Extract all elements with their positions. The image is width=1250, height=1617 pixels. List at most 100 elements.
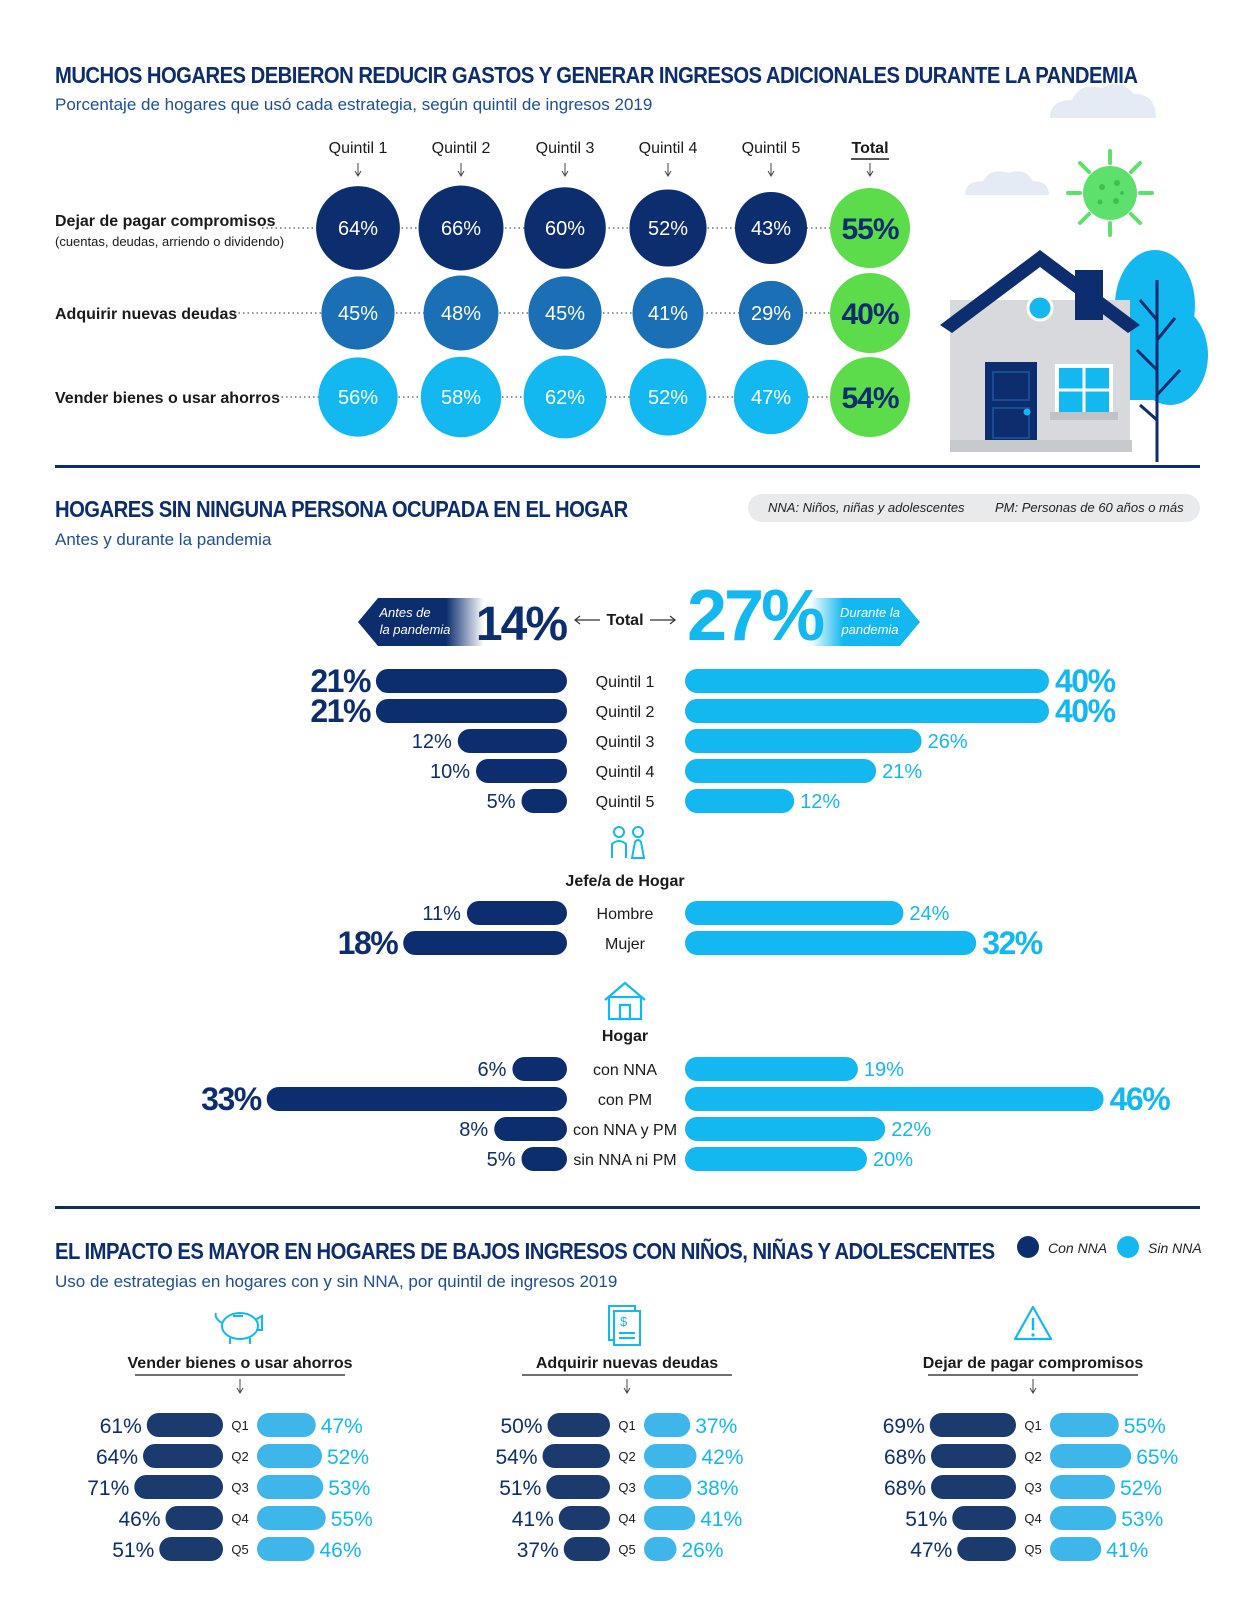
arrow-during-shape (810, 598, 920, 646)
value-sin-label: 26% (682, 1539, 724, 1562)
bar-con-nna (134, 1475, 223, 1499)
bar-sin-nna (1050, 1413, 1119, 1437)
value-sin-label: 55% (331, 1508, 373, 1531)
virus-icon (1066, 149, 1154, 237)
quintile-label: Q5 (618, 1542, 635, 1557)
bubble-value-label: 43% (751, 218, 791, 240)
bar-before (512, 1057, 567, 1081)
total-value-label: 54% (841, 382, 898, 415)
bar-before (521, 1147, 567, 1171)
bar-during (685, 1087, 1104, 1111)
section1-subtitle: Porcentaje de hogares que usó cada estra… (55, 95, 653, 114)
column-arrowhead (866, 170, 874, 177)
row-label: Adquirir nuevas deudas (55, 306, 237, 323)
bar-sin-nna (644, 1537, 677, 1561)
value-con-label: 50% (500, 1415, 542, 1438)
bubble-value-label: 66% (441, 218, 481, 240)
bar-during (685, 1057, 858, 1081)
bar-con-nna (558, 1506, 610, 1530)
value-sin-label: 37% (695, 1415, 737, 1438)
value-during-label: 46% (1110, 1081, 1171, 1117)
panel-arrowhead (236, 1387, 244, 1394)
total-bubble (830, 357, 910, 437)
value-con-label: 51% (112, 1539, 154, 1562)
value-bubble (523, 355, 607, 439)
bar-during (685, 669, 1049, 693)
category-label: con NNA y PM (573, 1122, 677, 1139)
bar-con-nna (546, 1475, 610, 1499)
value-sin-label: 41% (1106, 1539, 1148, 1562)
value-during-label: 21% (882, 761, 922, 783)
bar-sin-nna (257, 1506, 326, 1530)
total-label: Total (606, 612, 643, 629)
quintile-label: Q2 (231, 1449, 248, 1464)
value-before-label: 5% (487, 1149, 516, 1171)
total-bubble (830, 273, 910, 353)
category-label: Quintil 5 (596, 794, 655, 811)
bar-sin-nna (644, 1444, 697, 1468)
bar-before (457, 729, 567, 753)
value-bubble (734, 191, 808, 265)
bar-con-nna (957, 1537, 1016, 1561)
total-during-value: 27% (687, 576, 824, 656)
piggy-bank-icon (214, 1312, 263, 1344)
value-bubble (528, 276, 602, 350)
section3-title: EL IMPACTO ES MAYOR EN HOGARES DE BAJOS … (55, 1238, 995, 1264)
value-bubble (420, 356, 502, 438)
column-arrowhead (664, 170, 672, 177)
bar-sin-nna (257, 1413, 316, 1437)
category-label: con PM (598, 1092, 652, 1109)
bar-before (494, 1117, 567, 1141)
value-sin-label: 53% (328, 1477, 370, 1500)
value-before-label: 33% (201, 1081, 262, 1117)
value-sin-label: 52% (1120, 1477, 1162, 1500)
quintile-label: Q4 (1024, 1511, 1041, 1526)
category-label: Quintil 1 (596, 674, 655, 691)
legend-con-label: Con NNA (1048, 1240, 1107, 1256)
people-icon (611, 826, 646, 859)
legend-sin-swatch (1117, 1236, 1139, 1258)
bar-before (403, 931, 567, 955)
arrow-during-label-1: Durante la (840, 605, 900, 620)
panel-arrowhead (623, 1387, 631, 1394)
value-during-label: 19% (864, 1059, 904, 1081)
quintile-label: Q5 (231, 1542, 248, 1557)
column-header: Quintil 5 (742, 140, 801, 157)
house-illustration (940, 84, 1208, 462)
bar-during (685, 699, 1049, 723)
value-during-label: 24% (909, 903, 949, 925)
column-header: Quintil 1 (329, 140, 388, 157)
bar-con-nna (952, 1506, 1016, 1530)
bar-con-nna (563, 1537, 610, 1561)
total-before-value: 14% (476, 598, 567, 651)
value-sin-label: 53% (1121, 1508, 1163, 1531)
panel-title: Dejar de pagar compromisos (923, 1355, 1144, 1372)
bubble-value-label: 45% (338, 303, 378, 325)
bar-con-nna (146, 1413, 223, 1437)
value-during-label: 22% (891, 1119, 931, 1141)
bar-during (685, 1147, 867, 1171)
value-bubble (321, 276, 395, 350)
value-bubble (632, 277, 704, 349)
bar-before (375, 699, 567, 723)
legend-con-swatch (1017, 1236, 1039, 1258)
value-during-label: 26% (928, 731, 968, 753)
value-bubble (423, 275, 499, 351)
tree-icon (1115, 250, 1208, 462)
total-arrows (574, 615, 676, 625)
value-con-label: 41% (512, 1508, 554, 1531)
bubble-value-label: 58% (441, 387, 481, 409)
bar-before (266, 1087, 567, 1111)
value-con-label: 37% (517, 1539, 559, 1562)
bar-sin-nna (257, 1537, 315, 1561)
column-header: Quintil 4 (639, 140, 698, 157)
value-con-label: 64% (96, 1446, 138, 1469)
quintile-label: Q2 (618, 1449, 635, 1464)
value-during-label: 40% (1055, 693, 1116, 729)
quintile-label: Q4 (231, 1511, 248, 1526)
row-sublabel: (cuentas, deudas, arriendo o dividendo) (55, 234, 284, 249)
quintile-label: Q3 (1024, 1480, 1041, 1495)
warning-icon (1013, 1305, 1053, 1341)
